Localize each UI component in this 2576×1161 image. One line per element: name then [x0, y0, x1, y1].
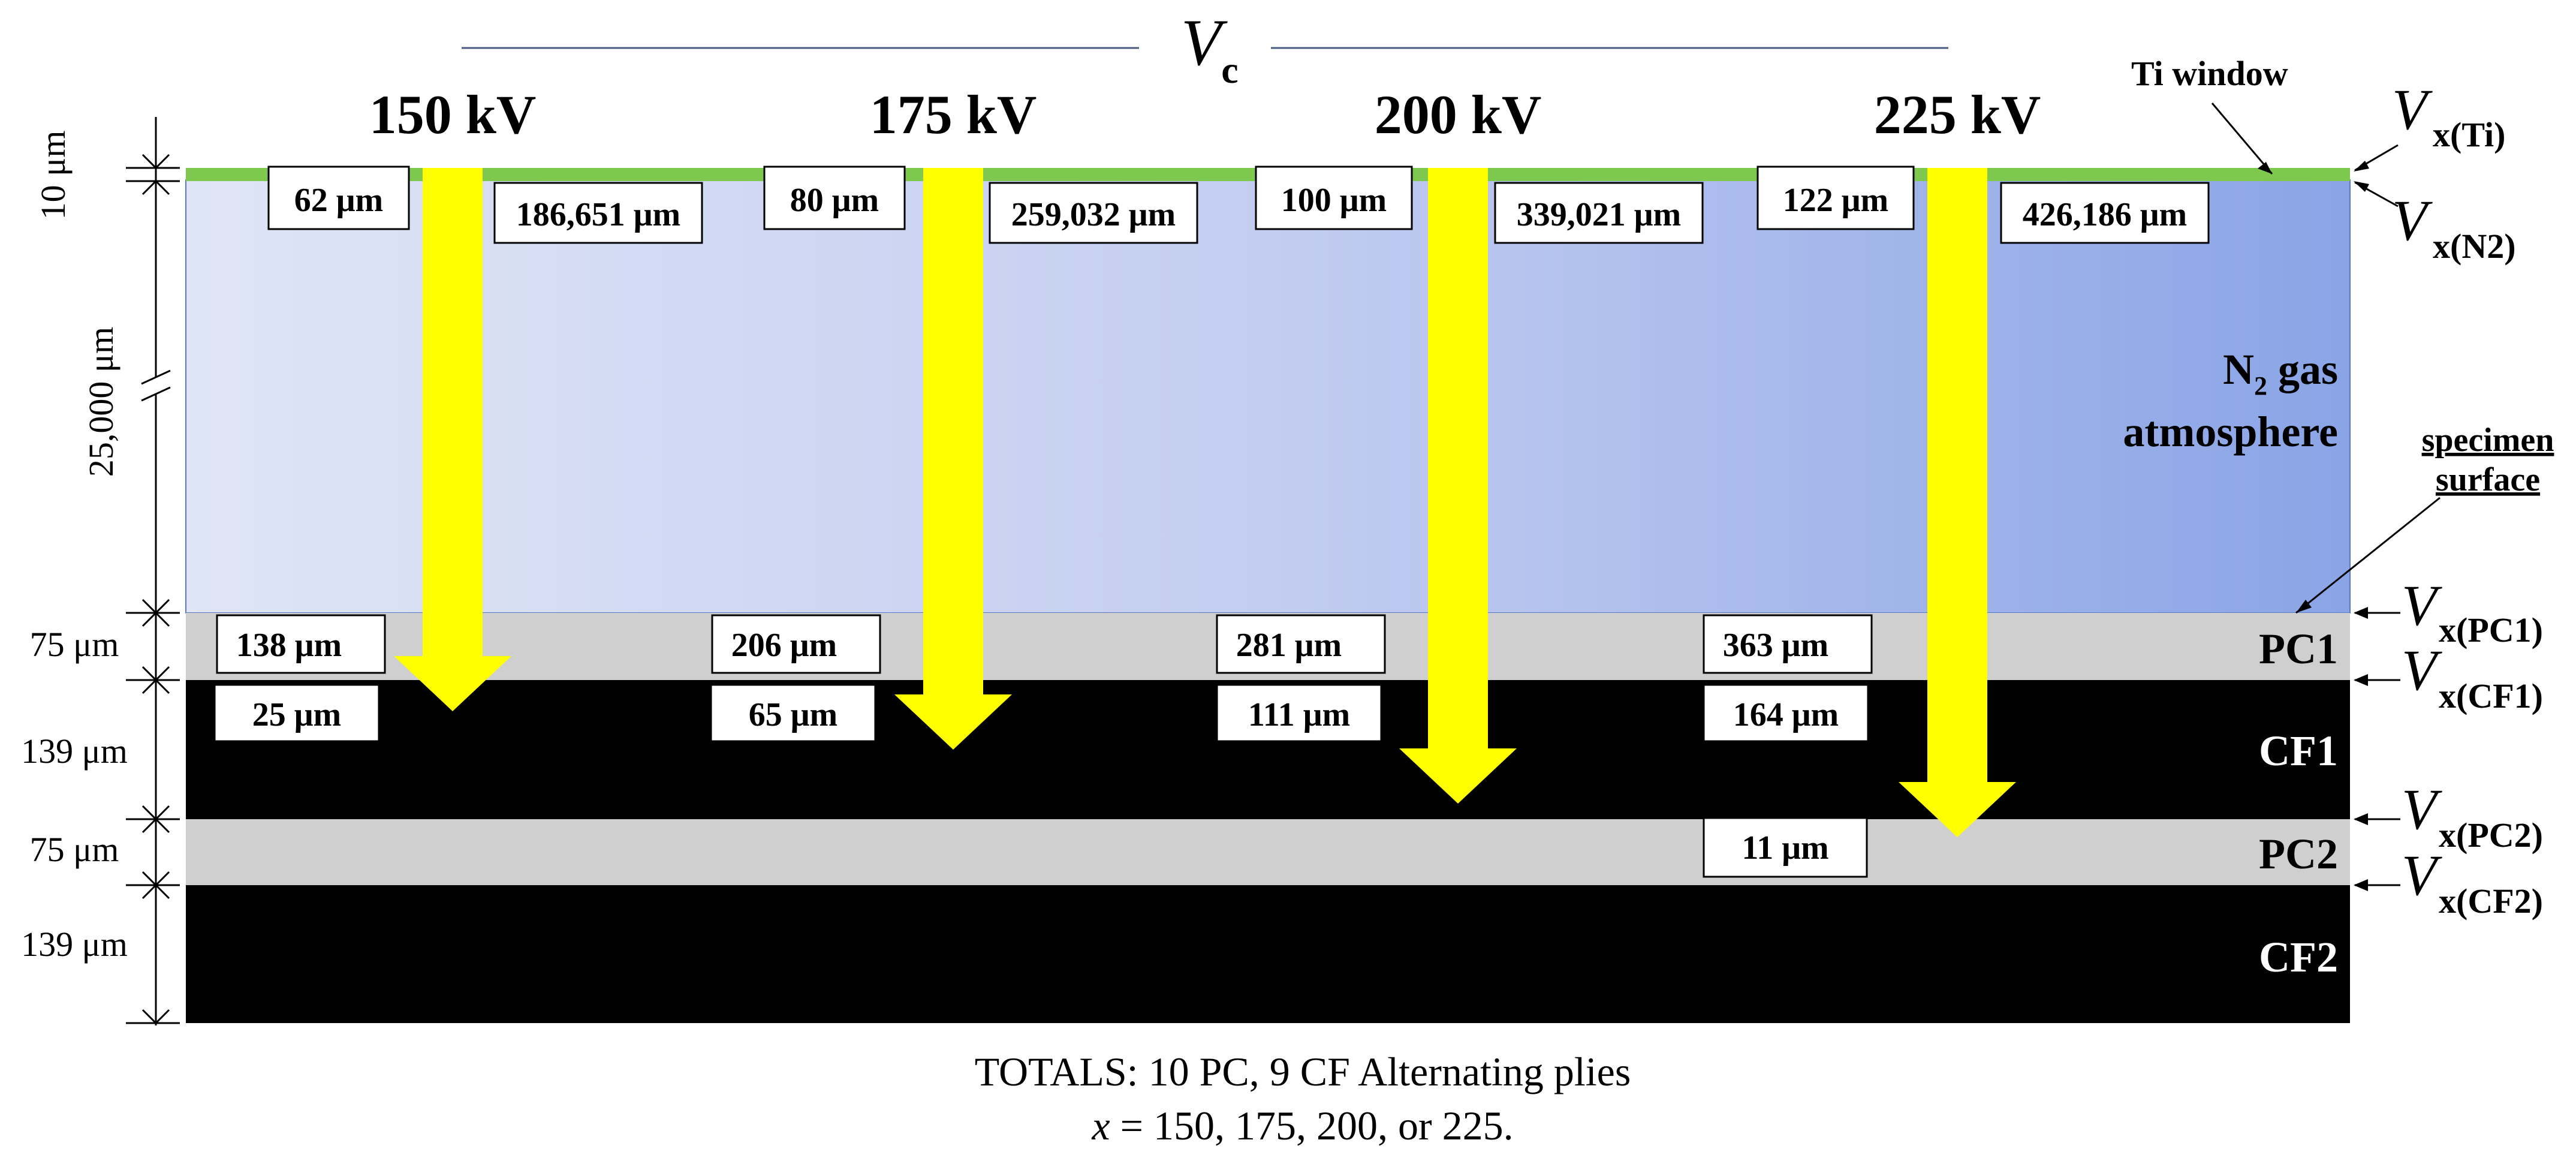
specimen-surface-label: specimen [2422, 422, 2554, 459]
n2-value-box-150 [493, 182, 703, 244]
n2-value-box-225 [2000, 182, 2210, 244]
side-label-pc2: V x(PC2) [2354, 777, 2543, 855]
penetration-arrow-200 [1399, 168, 1517, 804]
ti-window-label: Ti window [2131, 54, 2288, 93]
cf1-value-175: 65 μm [749, 696, 837, 733]
svg-text:x(Ti): x(Ti) [2433, 115, 2505, 154]
n2-value-200: 339,021 μm [1517, 196, 1681, 233]
ti-value-225: 122 μm [1783, 182, 1888, 219]
cf2-layer [186, 885, 2350, 1023]
n2-layer-name-line2: atmosphere [2123, 408, 2338, 456]
svg-text:V: V [2402, 573, 2442, 637]
cf1-layer-name: CF1 [2259, 727, 2338, 775]
cf1-value-150: 25 μm [252, 696, 341, 733]
specimen-surface-leader [2295, 497, 2441, 614]
pc1-layer-name: PC1 [2259, 625, 2338, 673]
svg-text:V: V [2402, 843, 2442, 907]
svg-text:x(N2): x(N2) [2433, 227, 2516, 266]
side-label-n2: V x(N2) [2354, 181, 2516, 266]
ti-window-leader [2211, 103, 2273, 175]
voltage-label-225: 225 kV [1874, 84, 2041, 145]
pc1-thickness-label: 75 μm [30, 625, 119, 664]
pc1-value-150: 138 μm [236, 627, 342, 664]
side-label-cf1: V x(CF1) [2354, 638, 2543, 715]
specimen-surface-leader-head [2296, 600, 2312, 613]
voltage-label-150: 150 kV [369, 84, 537, 145]
ti-thickness-label: 10 μm [34, 131, 73, 220]
n2-thickness-label: 25,000 μm [82, 327, 120, 477]
svg-text:x(PC1): x(PC1) [2439, 610, 2543, 649]
n2-value-box-175 [989, 182, 1198, 244]
cf1-value-box-225 [1703, 684, 1869, 742]
penetration-arrow-225 [1899, 168, 2016, 837]
pc2-layer-name: PC2 [2259, 830, 2338, 878]
pc1-value-box-225 [1703, 614, 1873, 674]
pc2-value-225: 11 μm [1742, 829, 1828, 867]
pc1-value-box-200 [1216, 614, 1386, 674]
n2-value-225: 426,186 μm [2023, 196, 2187, 233]
pc1-value-200: 281 μm [1236, 627, 1342, 664]
ti-window-leader-head [2258, 162, 2272, 174]
svg-text:V: V [2392, 77, 2433, 142]
ti-value-box-225 [1756, 166, 1915, 230]
voltage-label-200: 200 kV [1375, 84, 1542, 145]
pc1-value-225: 363 μm [1723, 627, 1828, 664]
cf2-layer-name: CF2 [2259, 933, 2338, 981]
pc2-value-box-225 [1703, 817, 1868, 878]
ti-value-150: 62 μm [294, 182, 383, 219]
ti-value-box-175 [763, 166, 906, 230]
pc2-thickness-label: 75 μm [30, 830, 119, 869]
n2-value-150: 186,651 μm [516, 196, 680, 233]
thickness-dimension [126, 117, 180, 1025]
ti-value-box-200 [1255, 166, 1413, 230]
svg-text:x(PC2): x(PC2) [2439, 816, 2543, 855]
cf2-thickness-label: 139 μm [21, 925, 128, 964]
title-vc: Vc [1181, 6, 1239, 91]
footer-totals: TOTALS: 10 PC, 9 CF Alternating plies [975, 1049, 1631, 1094]
n2-value-175: 259,032 μm [1011, 196, 1176, 233]
cf1-value-225: 164 μm [1733, 696, 1839, 733]
side-label-cf2: V x(CF2) [2354, 843, 2543, 921]
cf1-value-box-200 [1216, 684, 1382, 742]
svg-text:V: V [2392, 188, 2433, 252]
penetration-arrows [394, 168, 2016, 837]
svg-text:V: V [2402, 777, 2442, 841]
side-label-ti: V x(Ti) [2354, 77, 2505, 172]
ti-value-200: 100 μm [1281, 182, 1387, 219]
svg-text:x(CF2): x(CF2) [2439, 882, 2543, 921]
svg-text:V: V [2402, 638, 2442, 702]
n2-layer-name: N2 gas [2223, 345, 2338, 401]
cf1-value-box-150 [213, 684, 380, 742]
cf1-thickness-label: 139 μm [21, 732, 128, 771]
ti-value-175: 80 μm [790, 182, 879, 219]
pc1-value-box-150 [216, 614, 386, 674]
dimension-break-mark [141, 369, 171, 385]
svg-text:x(CF1): x(CF1) [2439, 676, 2543, 715]
specimen-surface-label-line2: surface [2436, 461, 2540, 498]
dimension-break-mark-2 [141, 386, 171, 402]
footer-x-values: x = 150, 175, 200, or 225. [1091, 1103, 1513, 1148]
pc1-value-175: 206 μm [731, 627, 837, 664]
penetration-arrow-150 [394, 168, 511, 711]
pc2-layer [186, 819, 2350, 885]
ti-value-box-150 [267, 166, 410, 230]
side-label-pc1: V x(PC1) [2354, 573, 2543, 649]
voltage-label-175: 175 kV [870, 84, 1037, 145]
cf1-value-box-175 [710, 684, 876, 742]
pc1-value-box-175 [711, 614, 881, 674]
n2-value-box-200 [1494, 182, 1704, 244]
cf1-value-200: 111 μm [1248, 696, 1350, 733]
n2-gas-layer [185, 179, 2351, 613]
penetration-arrow-175 [894, 168, 1012, 750]
